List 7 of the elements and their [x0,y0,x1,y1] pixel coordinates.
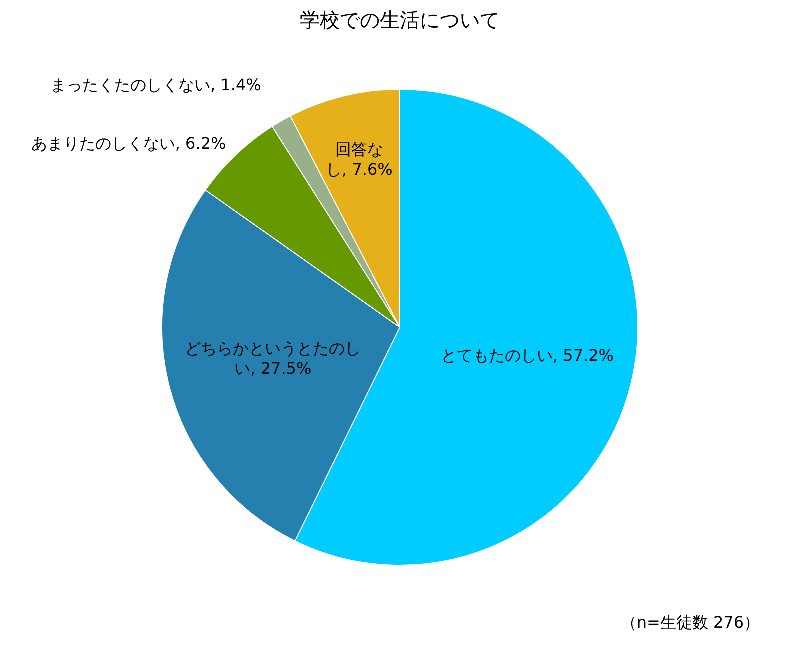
slice-label: 回答なし, 7.6% [326,140,393,180]
chart-title: 学校での生活について [300,8,500,32]
slice-label: とてもたのしい, 57.2% [441,346,614,366]
slice-label: まったくたのしくない, 1.4% [50,76,262,95]
text: （n=生徒数 276） [620,613,760,634]
slice-label: あまりたのしくない, 6.2% [31,134,226,154]
slice-label: どちらかというとたのしい, 27.5% [185,339,362,378]
